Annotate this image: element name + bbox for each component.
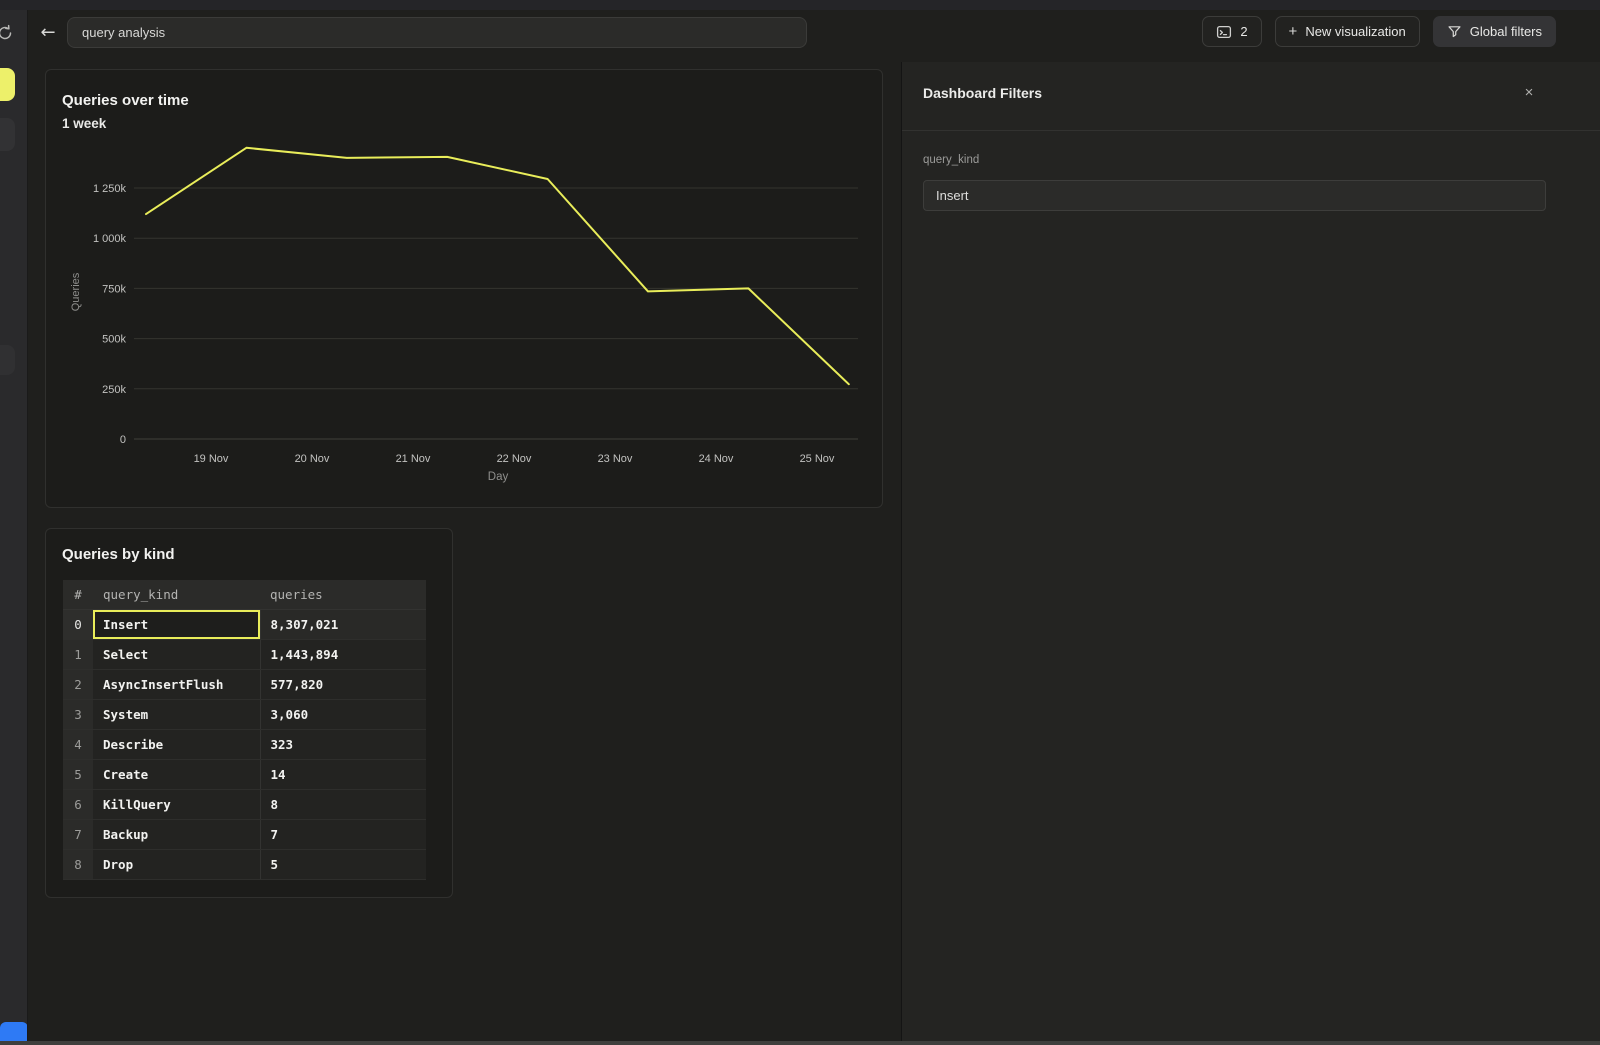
x-tick-label: 21 Nov (396, 453, 431, 465)
sidebar-item-active[interactable] (0, 68, 15, 101)
sidebar-item[interactable] (0, 345, 15, 375)
queries-cell[interactable]: 8,307,021 (260, 609, 426, 640)
table-title: Queries by kind (62, 546, 175, 563)
window-bottom-edge (0, 1041, 1600, 1045)
table-row: 3 System 3,060 (63, 699, 426, 730)
table-row: 0 Insert 8,307,021 (63, 609, 426, 640)
funnel-icon (1448, 26, 1461, 38)
column-header-queries: queries (260, 580, 426, 610)
x-axis-title: Day (488, 471, 509, 483)
chart-subtitle: 1 week (62, 116, 107, 131)
queries-cell[interactable]: 8 (260, 789, 426, 820)
back-button[interactable]: ← (35, 20, 61, 46)
window-top-strip (0, 0, 1600, 10)
queries-cell[interactable]: 577,820 (260, 669, 426, 700)
line-chart: 0 250k 500k 750k 1 000k 1 250k 19 Nov 20 Nov 21 … (70, 146, 858, 483)
query-kind-cell[interactable]: Create (93, 759, 261, 790)
new-visualization-label: New visualization (1305, 24, 1406, 39)
filter-field-label: query_kind (923, 154, 980, 166)
global-filters-label: Global filters (1469, 24, 1542, 39)
query-kind-cell[interactable]: Select (93, 639, 261, 670)
y-tick-label: 750k (102, 283, 126, 295)
x-tick-label: 19 Nov (194, 453, 229, 465)
global-filters-button[interactable]: Global filters (1432, 16, 1556, 47)
y-axis-title: Queries (70, 272, 82, 311)
y-tick-label: 250k (102, 384, 126, 396)
toolbar-actions: 2 + New visualization Global filters (1202, 16, 1556, 47)
table-row: 6 KillQuery 8 (63, 789, 426, 820)
x-tick-label: 24 Nov (699, 453, 734, 465)
queries-cell[interactable]: 3,060 (260, 699, 426, 730)
query-kind-cell[interactable]: Describe (93, 729, 261, 760)
sidebar (0, 10, 28, 1045)
queries-cell[interactable]: 5 (260, 849, 426, 880)
queries-by-kind-table: # query_kind queries 0 Insert 8,307,021 1 Se… (63, 580, 426, 880)
table-row: 8 Drop 5 (63, 849, 426, 880)
queries-cell[interactable]: 14 (260, 759, 426, 790)
console-count-button[interactable]: 2 (1202, 16, 1262, 47)
new-visualization-button[interactable]: + New visualization (1274, 16, 1420, 47)
console-icon (1217, 25, 1232, 38)
x-tick-label: 20 Nov (295, 453, 330, 465)
panel-title: Dashboard Filters (923, 85, 1043, 101)
row-index-cell: 4 (63, 729, 93, 760)
x-tick-label: 25 Nov (800, 453, 835, 465)
close-icon[interactable]: × (1518, 82, 1540, 104)
x-tick-label: 23 Nov (598, 453, 633, 465)
console-count: 2 (1240, 24, 1248, 39)
table-row: 7 Backup 7 (63, 819, 426, 850)
table-row: 1 Select 1,443,894 (63, 639, 426, 670)
table-header-row: # query_kind queries (63, 580, 426, 610)
dashboard-canvas: 0 250k 500k 750k 1 000k 1 250k 19 Nov 20 Nov 21 … (28, 62, 901, 1045)
queries-cell[interactable]: 1,443,894 (260, 639, 426, 670)
row-index-cell: 0 (63, 609, 93, 640)
row-index-cell: 6 (63, 789, 93, 820)
y-tick-label: 1 250k (93, 183, 127, 195)
row-index-cell: 7 (63, 819, 93, 850)
chart-title: Queries over time (62, 92, 189, 109)
dashboard-filters-panel: Dashboard Filters × query_kind Insert (901, 62, 1600, 1045)
query-kind-cell[interactable]: Insert (93, 609, 261, 640)
row-index-cell: 3 (63, 699, 93, 730)
query-kind-cell[interactable]: System (93, 699, 261, 730)
y-tick-label: 500k (102, 334, 126, 346)
query-kind-cell[interactable]: Backup (93, 819, 261, 850)
query-kind-cell[interactable]: AsyncInsertFlush (93, 669, 261, 700)
y-tick-label: 0 (120, 434, 126, 446)
query-kind-cell[interactable]: Drop (93, 849, 261, 880)
column-header-query-kind: query_kind (93, 580, 260, 610)
dashboard-title-input[interactable] (67, 17, 807, 48)
y-tick-label: 1 000k (93, 233, 127, 245)
queries-cell[interactable]: 7 (260, 819, 426, 850)
x-tick-label: 22 Nov (497, 453, 532, 465)
table-row: 5 Create 14 (63, 759, 426, 790)
table-row: 4 Describe 323 (63, 729, 426, 760)
row-index-cell: 2 (63, 669, 93, 700)
toolbar: ← 2 + New visualization Global filters (28, 10, 1600, 62)
plus-icon: + (1288, 23, 1298, 40)
column-header-index: # (63, 580, 93, 610)
chart-card-queries-over-time: 0 250k 500k 750k 1 000k 1 250k 19 Nov 20 Nov 21 … (45, 69, 883, 508)
history-icon[interactable] (0, 24, 14, 42)
sidebar-item[interactable] (0, 118, 15, 151)
queries-line-series (145, 146, 850, 386)
table-card-queries-by-kind: Queries by kind # query_kind queries 0 In… (45, 528, 453, 898)
row-index-cell: 5 (63, 759, 93, 790)
sidebar-bottom-badge[interactable] (0, 1022, 27, 1045)
queries-cell[interactable]: 323 (260, 729, 426, 760)
query-kind-cell[interactable]: KillQuery (93, 789, 261, 820)
row-index-cell: 1 (63, 639, 93, 670)
query-kind-filter-input[interactable]: Insert (923, 180, 1546, 211)
row-index-cell: 8 (63, 849, 93, 880)
table-row: 2 AsyncInsertFlush 577,820 (63, 669, 426, 700)
panel-divider (902, 130, 1600, 131)
